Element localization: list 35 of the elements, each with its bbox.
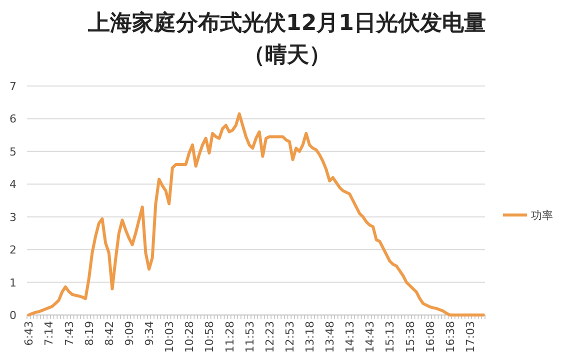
x-tick-label: 10:58	[203, 321, 216, 353]
x-tick-label: 9:09	[122, 321, 136, 346]
x-tick-label: 13:48	[324, 321, 337, 353]
x-tick-label: 12:53	[283, 321, 296, 353]
x-tick-label: 11:53	[243, 321, 256, 353]
x-tick-label: 13:18	[303, 321, 316, 353]
x-tick-label: 7:43	[62, 321, 76, 346]
y-tick-label: 6	[10, 112, 16, 126]
x-tick-label: 14:13	[344, 321, 357, 353]
y-tick-label: 2	[10, 244, 16, 257]
legend-label: 功率	[531, 209, 553, 222]
x-tick-label: 9:34	[143, 321, 156, 346]
x-tick-label: 7:14	[42, 321, 56, 346]
x-tick-label: 14:43	[364, 321, 377, 353]
x-tick-label: 15:13	[384, 321, 397, 353]
y-tick-label: 5	[10, 145, 16, 158]
x-tick-label: 16:38	[444, 321, 457, 353]
y-tick-label: 4	[10, 178, 16, 192]
y-tick-label: 3	[10, 210, 16, 224]
chart-title: 上海家庭分布式光伏12月1日光伏发电量	[87, 10, 486, 36]
x-tick-label: 15:38	[404, 321, 417, 353]
line-series	[27, 112, 485, 316]
y-tick-label: 1	[10, 276, 16, 290]
x-tick-label: 11:28	[223, 321, 236, 353]
x-tick-label: 16:08	[424, 321, 437, 353]
x-tick-label: 17:03	[464, 321, 477, 353]
x-tick-label: 12:23	[263, 321, 276, 353]
x-tick-label: 10:28	[183, 321, 196, 353]
x-tick-label: 10:03	[163, 321, 176, 353]
x-tick-label: 8:19	[82, 321, 96, 346]
x-tick-label: 6:43	[22, 321, 36, 346]
y-tick-label: 7	[10, 80, 16, 93]
chart-subtitle: （晴天）	[243, 43, 331, 68]
x-tick-label: 8:42	[102, 321, 116, 346]
y-tick-label: 0	[10, 309, 16, 322]
